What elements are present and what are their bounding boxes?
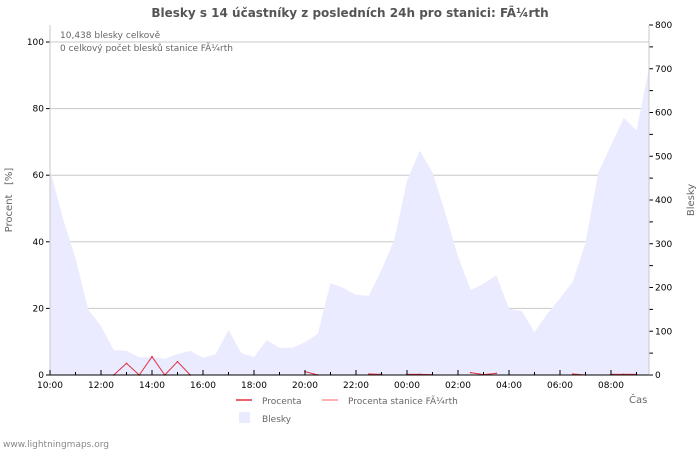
procenta-point (151, 355, 153, 358)
procenta-segment (304, 371, 318, 376)
left-tick-label: 60 (33, 171, 45, 181)
annotation-total: 10,438 blesky celkově (60, 31, 161, 41)
left-tick-label: 0 (38, 371, 44, 381)
right-tick-label: 200 (655, 284, 672, 294)
chart-title: Blesky s 14 účastníky z posledních 24h p… (151, 5, 548, 20)
left-tick-label: 80 (33, 105, 45, 115)
procenta-point (495, 372, 498, 375)
right-tick-label: 600 (655, 109, 672, 119)
right-tick-label: 500 (655, 152, 672, 162)
right-tick-label: 100 (655, 327, 672, 337)
procenta-point (125, 362, 128, 365)
right-tick-label: 400 (655, 196, 672, 206)
legend-label-procenta: Procenta (262, 397, 302, 407)
legend-swatch-blesky (239, 412, 250, 423)
annotation-station: 0 celkový počet blesků stanice FÃ¼rth (60, 43, 233, 54)
x-tick-label: 18:00 (241, 381, 267, 391)
procenta-segment (470, 372, 484, 376)
x-tick-label: 04:00 (496, 381, 522, 391)
x-tick-label: 22:00 (343, 381, 369, 391)
x-tick-label: 06:00 (547, 381, 573, 391)
procenta-segment (138, 356, 153, 376)
legend: Procenta Procenta stanice FÃ¼rth Blesky (236, 396, 458, 425)
y-right-label: Blesky (686, 184, 697, 216)
procenta-point (367, 373, 370, 375)
left-tick-label: 40 (33, 238, 45, 248)
procenta-segment (151, 356, 166, 376)
x-tick-label: 16:00 (190, 381, 216, 391)
blesky-area-path (50, 66, 650, 375)
right-tick-label: 300 (655, 240, 672, 250)
procenta-segment (126, 362, 140, 376)
x-tick-label: 12:00 (88, 381, 114, 391)
left-tick-label: 20 (33, 304, 45, 314)
x-axis-label: Čas (629, 393, 647, 406)
blesky-area (50, 66, 650, 375)
x-tick-label: 14:00 (139, 381, 165, 391)
procenta-segment (177, 361, 191, 376)
procenta-point (176, 360, 179, 363)
procenta-segment (164, 361, 178, 376)
y-left-label: Procent [%] (4, 168, 15, 233)
procenta-point (469, 371, 472, 374)
procenta-segment (113, 362, 127, 376)
right-tick-label: 800 (655, 21, 672, 31)
procenta-point (571, 373, 574, 375)
footer-link[interactable]: www.lightningmaps.org (3, 440, 109, 450)
right-tick-label: 0 (655, 371, 661, 381)
legend-label-procenta-stanice: Procenta stanice FÃ¼rth (348, 396, 458, 407)
x-tick-label: 08:00 (598, 381, 624, 391)
legend-label-blesky: Blesky (262, 415, 292, 425)
grid-lines (50, 41, 649, 309)
procenta-segment (483, 372, 497, 376)
right-tick-label: 700 (655, 65, 672, 75)
x-tick-label: 00:00 (394, 381, 420, 391)
left-tick-label: 100 (27, 38, 44, 48)
axes: 0 20 40 60 80 100 0 100 200 300 400 500 600 700 800 10:… (27, 21, 673, 391)
x-tick-label: 10:00 (37, 381, 63, 391)
x-tick-label: 20:00 (292, 381, 318, 391)
x-tick-label: 02:00 (445, 381, 471, 391)
